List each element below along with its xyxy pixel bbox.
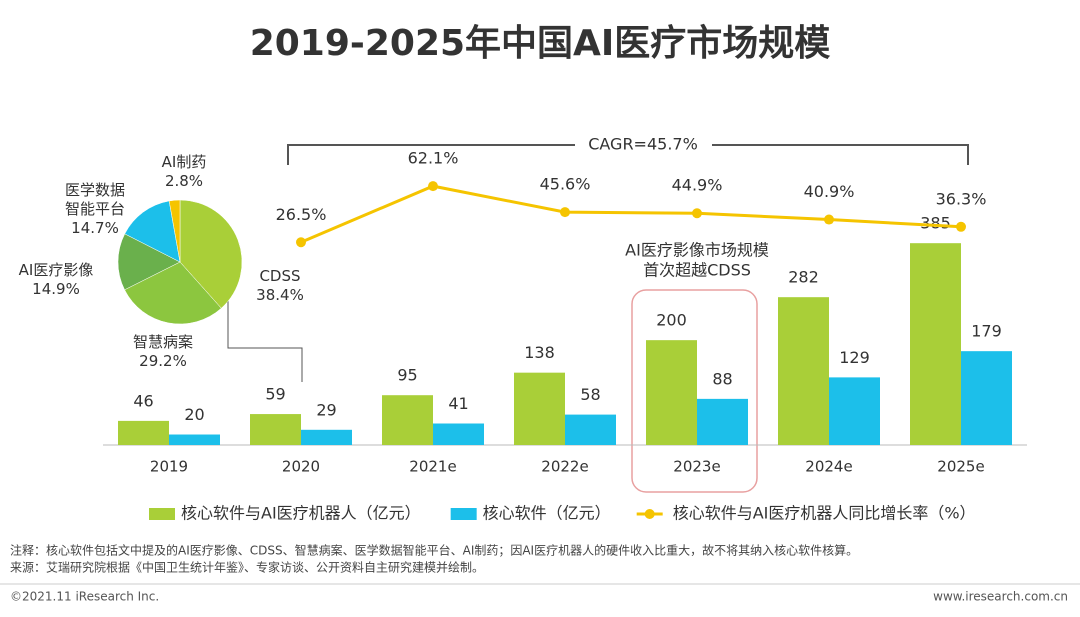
data-label: 44.9% (672, 176, 723, 195)
bar (433, 423, 484, 445)
pie-slice (124, 261, 222, 325)
pie-value: 29.2% (139, 352, 187, 370)
bar (250, 414, 301, 445)
bar (829, 377, 880, 445)
pie-slice (168, 199, 181, 263)
data-label: 95 (397, 366, 417, 385)
pie-category: AI医疗影像 (18, 261, 94, 279)
website: www.iresearch.com.cn (933, 590, 1068, 604)
line-point (824, 214, 834, 225)
bar (118, 420, 169, 445)
data-label: 20 (184, 405, 204, 424)
data-label: 29 (316, 400, 336, 419)
x-tick-label: 2022e (541, 458, 588, 476)
annotation: 首次超越CDSS (643, 261, 751, 280)
pie-label: 智慧病案 29.2% (113, 333, 213, 371)
legend-marker (450, 508, 477, 520)
line-point (956, 221, 966, 232)
data-label: 41 (448, 394, 468, 413)
bar (697, 398, 748, 445)
pie-value: 2.8% (164, 172, 204, 190)
pie-category: CDSS (259, 267, 301, 285)
pie-slice (179, 199, 243, 309)
bar (910, 243, 961, 445)
x-tick-label: 2023e (673, 458, 720, 476)
pie-value: 14.9% (32, 280, 80, 298)
bar (514, 372, 565, 445)
data-label: 179 (971, 322, 1002, 341)
cagr-bracket (287, 144, 575, 165)
data-label: 129 (839, 348, 870, 367)
pie-value: 14.7% (71, 218, 119, 237)
data-label: 59 (265, 385, 285, 404)
copyright: ©2021.11 iResearch Inc. (10, 590, 159, 604)
pie-slice (124, 200, 181, 263)
data-label: 45.6% (540, 175, 591, 194)
data-label: 26.5% (276, 205, 327, 224)
pie-label: CDSS 38.4% (230, 267, 330, 305)
data-label: 385 (920, 214, 951, 233)
cagr-label: CAGR=45.7% (588, 135, 698, 154)
note: 来源：艾瑞研究院根据《中国卫生统计年鉴》、专家访谈、公开资料自主研究建模并绘制。 (10, 560, 484, 575)
legend-label: 核心软件与AI医疗机器人（亿元） (181, 504, 421, 523)
bar (565, 414, 616, 445)
pie-category: 智慧病案 (132, 333, 193, 351)
data-label: 282 (788, 268, 819, 287)
data-label: 58 (580, 385, 600, 404)
legend-marker (644, 509, 655, 519)
data-label: 200 (656, 311, 687, 330)
bar (169, 434, 220, 445)
bar (961, 351, 1012, 445)
pie-category: AI制药 (161, 153, 207, 171)
pie-label: AI医疗影像 14.9% (6, 261, 106, 299)
x-tick-label: 2021e (409, 458, 456, 476)
x-tick-label: 2025e (937, 458, 984, 476)
data-label: 46 (133, 391, 153, 410)
line-point (296, 237, 306, 248)
data-label: 88 (712, 369, 732, 388)
data-label: 62.1% (408, 149, 459, 168)
legend-label: 核心软件与AI医疗机器人同比增长率（%） (673, 504, 976, 523)
leader-line (227, 300, 303, 382)
data-label: 138 (524, 343, 555, 362)
x-tick-label: 2020 (282, 458, 320, 476)
pie-label: AI制药 2.8% (134, 153, 234, 191)
pie-label: 医学数据 智能平台 14.7% (45, 181, 145, 238)
data-label: 36.3% (936, 189, 987, 208)
line-point (692, 208, 702, 219)
pie-value: 38.4% (256, 286, 304, 304)
line (300, 184, 962, 244)
x-tick-label: 2024e (805, 458, 852, 476)
highlight-box (631, 289, 758, 493)
legend-label: 核心软件（亿元） (483, 504, 611, 523)
bar (778, 297, 829, 445)
data-label: 40.9% (804, 182, 855, 201)
pie-category: 医学数据 智能平台 (64, 180, 125, 218)
x-tick-label: 2019 (150, 458, 188, 476)
chart-title: 2019-2025年中国AI医疗市场规模 (250, 23, 831, 64)
bar (301, 429, 352, 445)
bar (646, 340, 697, 445)
pie-slice (117, 233, 181, 291)
legend-marker (149, 508, 175, 520)
line-point (560, 207, 570, 218)
note: 注释：核心软件包括文中提及的AI医疗影像、CDSS、智慧病案、医学数据智能平台、… (10, 543, 858, 558)
line-point (428, 181, 438, 192)
cagr-bracket (712, 144, 969, 165)
bar (382, 395, 433, 445)
annotation: AI医疗影像市场规模 (625, 241, 769, 260)
